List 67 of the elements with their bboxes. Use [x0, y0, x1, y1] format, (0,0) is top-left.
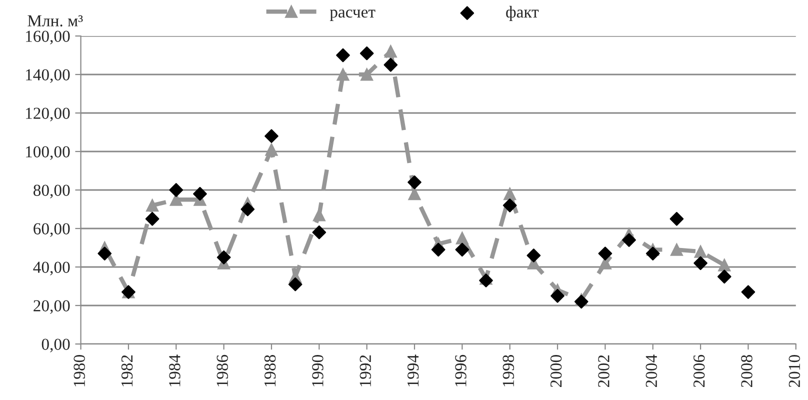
x-tick-label: 1986: [216, 354, 228, 386]
x-tick-label: 1988: [264, 355, 276, 386]
y-tick-label: 100,00: [26, 146, 70, 160]
point: [574, 294, 588, 309]
point: [717, 270, 732, 284]
point: [408, 175, 422, 190]
x-tick-label: 2008: [741, 355, 752, 388]
point: [646, 246, 660, 260]
x-tick-label: 1984: [169, 354, 180, 386]
y-tick-label: 20,00: [34, 300, 70, 314]
point: [550, 288, 564, 303]
point: [146, 199, 159, 212]
point: [741, 285, 756, 299]
point: [312, 208, 326, 222]
point: [718, 258, 731, 272]
point: [360, 46, 374, 60]
y-tick-label: 60,00: [34, 223, 70, 237]
point: [216, 250, 231, 264]
y-tick-label: 120,00: [26, 108, 70, 122]
point: [265, 143, 278, 156]
x-tick-label: 1990: [312, 355, 324, 386]
point: [694, 245, 707, 258]
y-tick-label: 160,00: [26, 30, 70, 44]
legend-label: расчет: [330, 10, 376, 21]
point: [504, 188, 516, 200]
y-tick-label: 0,00: [42, 338, 70, 352]
point: [264, 129, 278, 144]
point: [670, 243, 683, 256]
point: [145, 212, 160, 226]
y-tick-label: 40,00: [33, 262, 70, 276]
point: [479, 274, 493, 288]
y-tick-label: 80,00: [34, 184, 70, 198]
point: [360, 68, 374, 81]
x-tick-label: 2010: [788, 355, 800, 388]
point: [694, 256, 708, 270]
point: [336, 48, 350, 62]
x-tick-label: 2006: [693, 354, 705, 388]
legend-label: факт: [506, 6, 539, 21]
point: [502, 198, 517, 212]
x-tick-label: 1998: [502, 355, 514, 386]
point: [598, 246, 612, 260]
point: [336, 68, 350, 81]
point: [408, 188, 421, 200]
point: [431, 242, 446, 257]
x-tick-label: 1994: [407, 354, 419, 386]
point: [98, 246, 112, 260]
x-tick-label: 1992: [360, 355, 372, 386]
point: [622, 233, 636, 247]
x-tick-label: 1996: [455, 354, 466, 386]
x-tick-label: 1980: [74, 355, 85, 386]
point: [169, 183, 184, 197]
point: [455, 242, 470, 257]
point: [312, 225, 326, 240]
x-tick-label: 2002: [598, 355, 610, 388]
point: [526, 248, 541, 262]
point: [384, 45, 397, 58]
point: [240, 202, 255, 216]
y-axis-title: Млн. м³: [28, 15, 83, 27]
point: [384, 58, 398, 72]
point: [288, 277, 302, 292]
point: [193, 186, 207, 201]
point: [456, 232, 468, 244]
x-tick-label: 2004: [646, 354, 658, 388]
y-tick-label: 140,00: [26, 69, 70, 83]
point: [670, 212, 684, 226]
x-tick-label: 2000: [550, 355, 562, 388]
x-tick-label: 1982: [121, 355, 133, 386]
